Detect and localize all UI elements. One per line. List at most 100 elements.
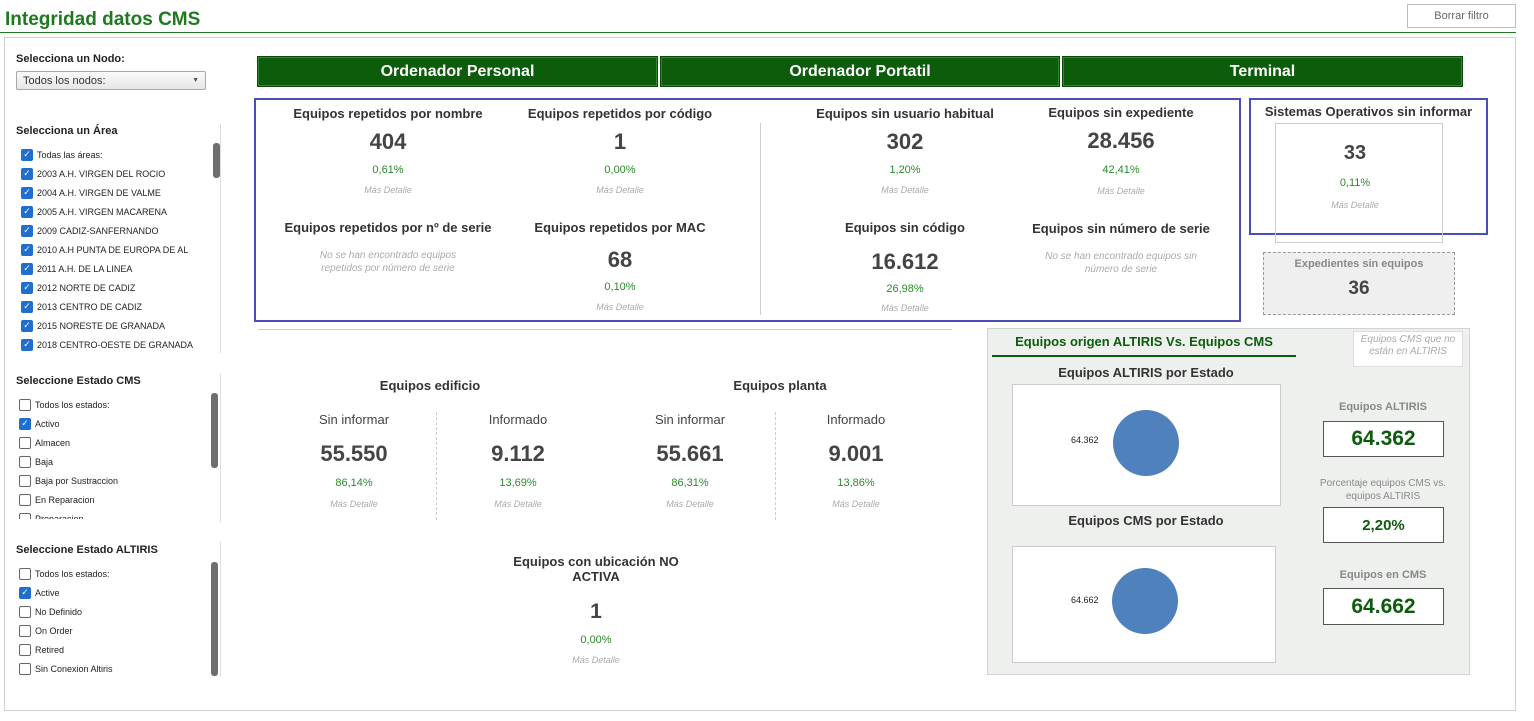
pie-slice[interactable] <box>1113 410 1179 476</box>
checkbox-item[interactable]: ✓ Activo <box>15 414 205 433</box>
checkbox-checked-icon[interactable]: ✓ <box>21 167 33 180</box>
area-scrollbar[interactable] <box>213 143 220 178</box>
kpi-cms-box: 64.662 <box>1323 588 1444 625</box>
more-detail-link[interactable]: Más Detalle <box>494 499 542 509</box>
checkbox-checked-icon[interactable]: ✓ <box>21 148 33 161</box>
more-detail-link[interactable]: Más Detalle <box>330 499 378 509</box>
more-detail-link[interactable]: Más Detalle <box>881 185 929 195</box>
metric-value: 1 <box>590 600 602 623</box>
checkbox-item[interactable]: ✓ 2011 A.H. DE LA LINEA <box>17 259 207 278</box>
metric-rep-serie: Equipos repetidos por nº de serie No se … <box>278 220 498 275</box>
checkbox-checked-icon[interactable]: ✓ <box>21 319 33 332</box>
checkbox-checked-icon[interactable]: ✓ <box>21 224 33 237</box>
more-detail-link[interactable]: Más Detalle <box>572 655 620 665</box>
checkbox-unchecked-icon[interactable] <box>19 624 31 637</box>
metric-sub-label: Sin informar <box>654 412 726 427</box>
tab-ordenador-personal[interactable]: Ordenador Personal <box>257 56 658 87</box>
os-metric-label: Sistemas Operativos sin informar <box>1264 104 1473 119</box>
checkbox-item[interactable]: ✓ 2005 A.H. VIRGEN MACARENA <box>17 202 207 221</box>
tab-terminal[interactable]: Terminal <box>1062 56 1463 87</box>
metric-value: 16.612 <box>871 249 939 274</box>
checkbox-item[interactable]: ✓ Active <box>15 583 205 602</box>
checkbox-item[interactable]: Todos los estados: <box>15 395 205 414</box>
checkbox-item[interactable]: ✓ 2015 NORESTE DE GRANADA <box>17 316 207 335</box>
checkbox-item[interactable]: ✓ 2010 A.H PUNTA DE EUROPA DE AL <box>17 240 207 259</box>
checkbox-checked-icon[interactable]: ✓ <box>21 281 33 294</box>
tab-ordenador-portatil[interactable]: Ordenador Portatil <box>660 56 1060 87</box>
edificio-divider <box>436 412 437 520</box>
checkbox-checked-icon[interactable]: ✓ <box>21 262 33 275</box>
more-detail-link[interactable]: Más Detalle <box>1331 200 1379 210</box>
checkbox-unchecked-icon[interactable] <box>19 493 31 506</box>
metric-value: 68 <box>607 247 633 272</box>
metric-percent: 42,41% <box>1102 164 1140 176</box>
checkbox-item[interactable]: ✓ 2009 CADIZ-SANFERNANDO <box>17 221 207 240</box>
metric-value: 9.112 <box>491 441 545 466</box>
tab-altiris-vs-cms[interactable]: Equipos origen ALTIRIS Vs. Equipos CMS <box>992 334 1296 357</box>
checkbox-item[interactable]: Sin Conexion Altiris <box>15 659 205 678</box>
checkbox-checked-icon[interactable]: ✓ <box>19 586 31 599</box>
metric-value: 9.001 <box>828 441 884 466</box>
tab-cms-not-in-altiris[interactable]: Equipos CMS que no están en ALTIRIS <box>1353 331 1463 367</box>
section-divider <box>258 329 952 330</box>
checkbox-item[interactable]: ✓ 2018 CENTRO-OESTE DE GRANADA <box>17 335 207 353</box>
checkbox-item[interactable]: En Reparacion <box>15 490 205 509</box>
checkbox-checked-icon[interactable]: ✓ <box>21 243 33 256</box>
more-detail-link[interactable]: Más Detalle <box>596 185 644 195</box>
checkbox-unchecked-icon[interactable] <box>19 567 31 580</box>
checkbox-item[interactable]: ✓ 2003 A.H. VIRGEN DEL ROCIO <box>17 164 207 183</box>
checkbox-unchecked-icon[interactable] <box>19 662 31 675</box>
pie-slice[interactable] <box>1112 568 1178 634</box>
altiris-state-filter-label: Seleccione Estado ALTIRIS <box>16 544 158 556</box>
more-detail-link[interactable]: Más Detalle <box>666 499 714 509</box>
checkbox-item[interactable]: Preparacion <box>15 509 205 519</box>
checkbox-unchecked-icon[interactable] <box>19 436 31 449</box>
checkbox-checked-icon[interactable]: ✓ <box>21 338 33 351</box>
checkbox-unchecked-icon[interactable] <box>19 643 31 656</box>
metric-label: Equipos sin número de serie <box>1032 221 1210 236</box>
checkbox-item[interactable]: ✓ 2013 CENTRO DE CADIZ <box>17 297 207 316</box>
checkbox-label: 2015 NORESTE DE GRANADA <box>37 320 166 331</box>
checkbox-item[interactable]: On Order <box>15 621 205 640</box>
checkbox-item[interactable]: No Definido <box>15 602 205 621</box>
metric-label: Equipos repetidos por MAC <box>534 220 706 235</box>
metric-percent: 26,98% <box>886 283 924 295</box>
checkbox-checked-icon[interactable]: ✓ <box>21 300 33 313</box>
altiris-state-scrollbar[interactable] <box>211 562 218 676</box>
checkbox-checked-icon[interactable]: ✓ <box>19 417 31 430</box>
checkbox-item[interactable]: Almacen <box>15 433 205 452</box>
more-detail-link[interactable]: Más Detalle <box>832 499 880 509</box>
dashboard-frame <box>4 37 1516 711</box>
checkbox-unchecked-icon[interactable] <box>19 605 31 618</box>
more-detail-link[interactable]: Más Detalle <box>596 302 644 312</box>
expedientes-value: 36 <box>1348 278 1370 299</box>
kpi-cms-label: Equipos en CMS <box>1339 569 1427 581</box>
cms-state-scrollbar[interactable] <box>211 393 218 468</box>
os-panel <box>1249 98 1488 235</box>
more-detail-link[interactable]: Más Detalle <box>364 185 412 195</box>
checkbox-unchecked-icon[interactable] <box>19 512 31 519</box>
more-detail-link[interactable]: Más Detalle <box>1097 186 1145 196</box>
checkbox-item[interactable]: ✓ 2012 NORTE DE CADIZ <box>17 278 207 297</box>
checkbox-checked-icon[interactable]: ✓ <box>21 186 33 199</box>
more-detail-link[interactable]: Más Detalle <box>881 303 929 313</box>
kpi-pct-box: 2,20% <box>1323 507 1444 543</box>
metric-value: 302 <box>886 129 924 154</box>
checkbox-unchecked-icon[interactable] <box>19 474 31 487</box>
kpi-altiris-value: 64.362 <box>1351 427 1416 450</box>
checkbox-item[interactable]: Baja <box>15 452 205 471</box>
checkbox-label: Sin Conexion Altiris <box>35 663 113 674</box>
checkbox-item[interactable]: ✓ Todas las áreas: <box>17 145 207 164</box>
checkbox-item[interactable]: ✓ 2004 A.H. VIRGEN DE VALME <box>17 183 207 202</box>
checkbox-item[interactable]: Todos los estados: <box>15 564 205 583</box>
checkbox-item[interactable]: Retired <box>15 640 205 659</box>
duplicates-divider <box>760 123 761 315</box>
node-select[interactable]: Todos los nodos: ▼ <box>16 71 206 90</box>
metric-empty-message: No se han encontrado equipos sin número … <box>1045 251 1197 275</box>
checkbox-item[interactable]: Baja por Sustraccion <box>15 471 205 490</box>
chart-cms-title: Equipos CMS por Estado <box>1068 513 1224 528</box>
checkbox-unchecked-icon[interactable] <box>19 455 31 468</box>
clear-filter-button[interactable]: Borrar filtro <box>1407 4 1516 28</box>
checkbox-checked-icon[interactable]: ✓ <box>21 205 33 218</box>
checkbox-unchecked-icon[interactable] <box>19 398 31 411</box>
